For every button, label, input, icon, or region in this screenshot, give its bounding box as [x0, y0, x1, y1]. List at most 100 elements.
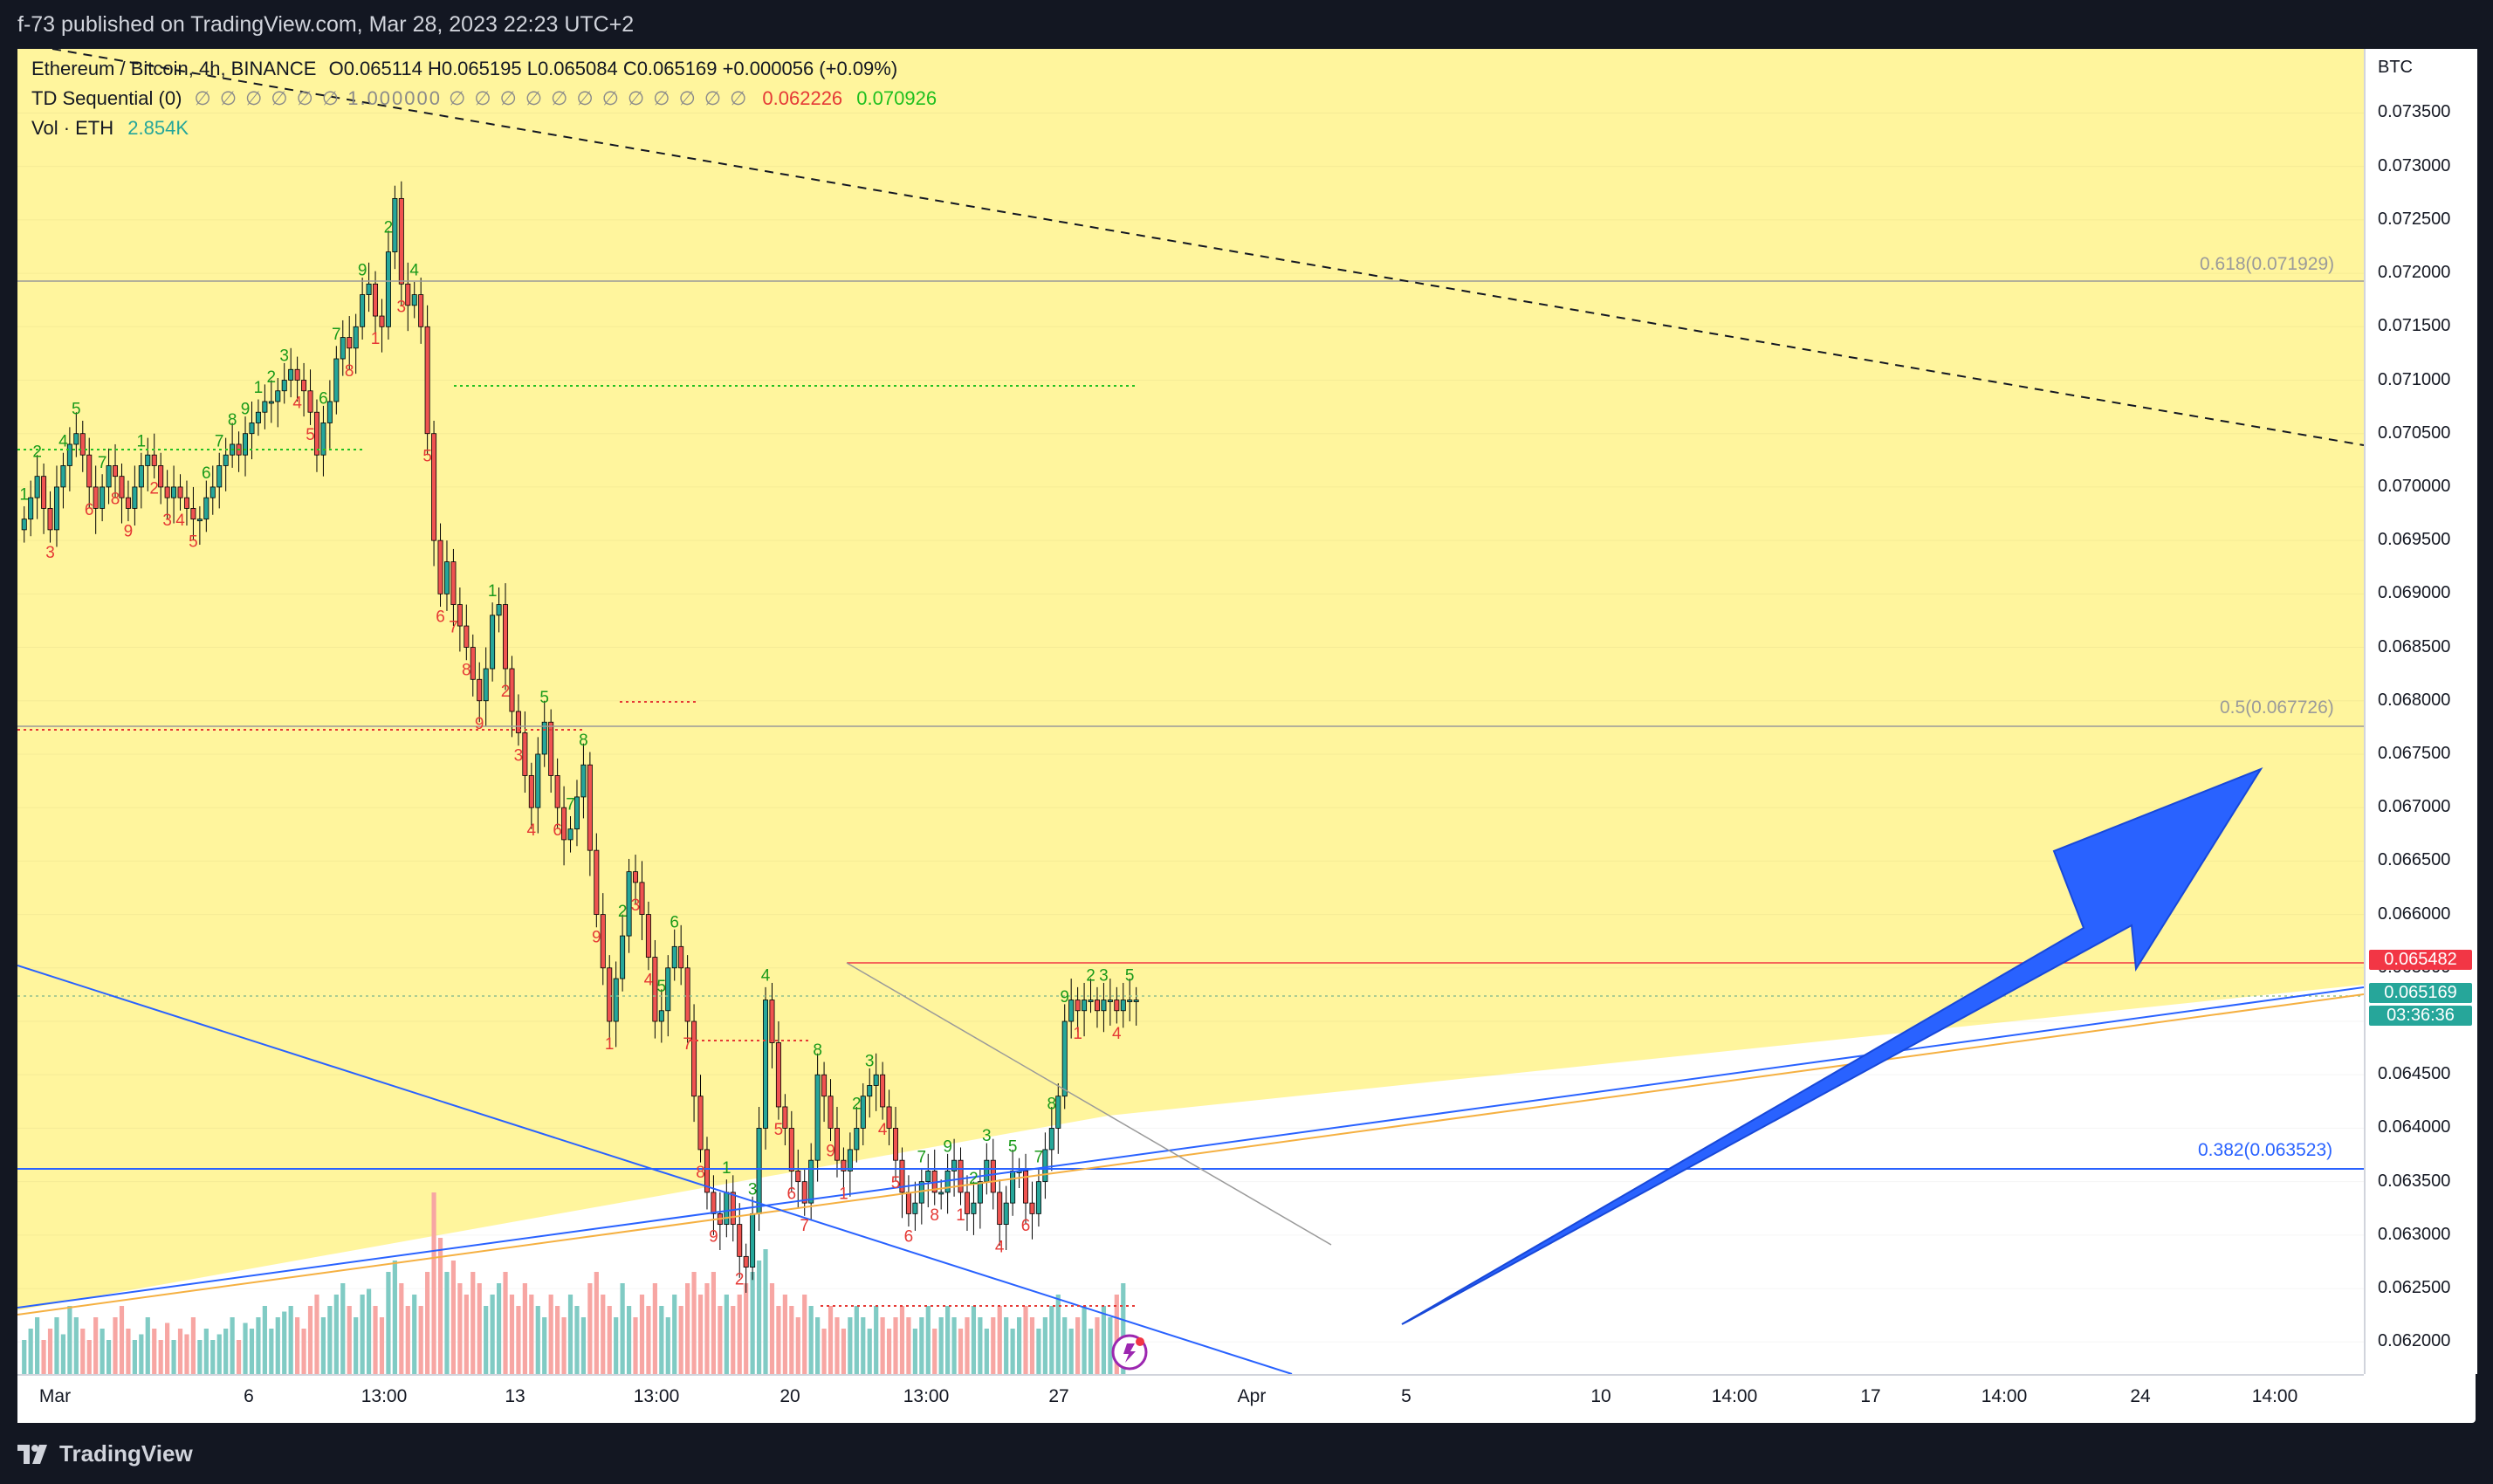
td-count: 8	[930, 1206, 939, 1225]
candle	[496, 587, 502, 633]
td-count: 6	[85, 501, 94, 519]
td-count: 3	[279, 347, 289, 366]
time-axis[interactable]	[17, 1374, 2364, 1425]
td-count: 3	[631, 897, 641, 915]
candle	[470, 634, 476, 697]
legend-symbol-row[interactable]: Ethereum / Bitcoin, 4h, BINANCE O0.06511…	[31, 58, 897, 80]
legend-td-row[interactable]: TD Sequential (0) ∅ ∅ ∅ ∅ ∅ ∅ 1.000000 ∅…	[31, 87, 937, 110]
candle	[613, 961, 619, 1048]
volume-bar	[991, 1317, 996, 1374]
volume-bar	[269, 1329, 274, 1374]
volume-bar	[1068, 1329, 1074, 1374]
td-count: 9	[358, 262, 367, 280]
volume-bar	[542, 1317, 547, 1374]
td-count: 7	[98, 454, 107, 472]
volume-bar	[243, 1323, 248, 1374]
volume-bar	[737, 1295, 742, 1374]
volume-bar	[288, 1306, 293, 1374]
candle	[1016, 1158, 1022, 1188]
volume-bar	[490, 1295, 495, 1374]
volume-bar	[1010, 1329, 1015, 1374]
candle	[997, 1179, 1003, 1247]
candle	[944, 1153, 951, 1214]
volume-bar	[841, 1329, 847, 1374]
td-count: 5	[306, 426, 315, 444]
volume-bar	[399, 1283, 404, 1374]
candle	[151, 433, 157, 479]
volume-bar	[763, 1249, 768, 1374]
td-count: 5	[891, 1174, 901, 1192]
volume-bar	[886, 1329, 892, 1374]
candle	[828, 1079, 834, 1142]
volume-bar	[509, 1295, 515, 1374]
candle	[697, 1075, 704, 1163]
volume-bar	[848, 1317, 853, 1374]
candle	[34, 455, 40, 519]
volume-bar	[899, 1306, 905, 1374]
volume-bar	[165, 1323, 170, 1374]
td-count: 2	[32, 443, 42, 462]
volume-bar	[580, 1317, 587, 1374]
volume-bar	[262, 1306, 267, 1374]
publish-line: f-73 published on TradingView.com, Mar 2…	[17, 12, 635, 37]
volume-bar	[314, 1295, 319, 1374]
volume-bar	[203, 1329, 209, 1374]
price-tick: 0.067500	[2378, 743, 2451, 763]
volume-bar	[73, 1317, 79, 1374]
td-count: 4	[292, 395, 302, 413]
candle	[821, 1061, 828, 1123]
resistance-price-tag: 0.065482	[2369, 950, 2472, 970]
candle	[938, 1179, 944, 1210]
td-count: 6	[319, 389, 328, 408]
alert-icon[interactable]	[1111, 1334, 1148, 1371]
td-count: 6	[202, 464, 211, 483]
time-tick: Apr	[1237, 1386, 1267, 1406]
candle	[203, 480, 209, 532]
volume-bar	[431, 1192, 436, 1374]
volume-bar	[567, 1295, 573, 1374]
candle	[483, 647, 489, 727]
highlight-zone	[17, 49, 2364, 1310]
candle	[418, 277, 424, 344]
td-count: 6	[1021, 1217, 1031, 1235]
candle	[671, 929, 677, 981]
candle	[737, 1203, 743, 1278]
fib-618-label: 0.618(0.071929)	[2200, 254, 2335, 274]
volume-bar	[1036, 1329, 1041, 1374]
volume-bar	[516, 1306, 521, 1374]
candle	[1042, 1132, 1048, 1199]
candle	[808, 1143, 814, 1220]
volume-bar	[945, 1306, 951, 1374]
candle	[1088, 979, 1094, 1013]
candle	[769, 982, 775, 1068]
candle	[1082, 982, 1088, 1037]
volume-value: 2.854K	[127, 117, 189, 139]
legend-volume-row[interactable]: Vol · ETH 2.854K	[31, 117, 189, 140]
price-axis[interactable]: BTC 0.073500 0.073000 0.072500 0.072000 0.07…	[2364, 49, 2477, 1374]
candle	[243, 416, 249, 477]
candle	[275, 378, 281, 428]
volume-bar	[932, 1329, 937, 1374]
volume-bar	[470, 1272, 476, 1374]
candle	[145, 437, 151, 491]
volume-bar	[496, 1283, 502, 1374]
td-green-value: 0.070926	[856, 87, 937, 109]
volume-bar	[190, 1317, 196, 1374]
publish-header: f-73 published on TradingView.com, Mar 2…	[0, 0, 2493, 49]
price-tick: 0.062000	[2378, 1331, 2451, 1351]
price-tick: 0.068500	[2378, 636, 2451, 656]
time-tick: 13	[505, 1386, 525, 1406]
tradingview-logo[interactable]: TradingView	[17, 1440, 193, 1467]
volume-bar	[139, 1334, 144, 1374]
candle	[847, 1132, 853, 1197]
candle	[60, 452, 66, 509]
volume-bar	[1062, 1317, 1068, 1374]
volume-bar	[646, 1306, 651, 1374]
td-count: 3	[45, 544, 55, 562]
candle	[750, 1196, 756, 1281]
candle	[1010, 1149, 1016, 1216]
candle	[190, 486, 196, 541]
td-count: 4	[175, 512, 185, 530]
